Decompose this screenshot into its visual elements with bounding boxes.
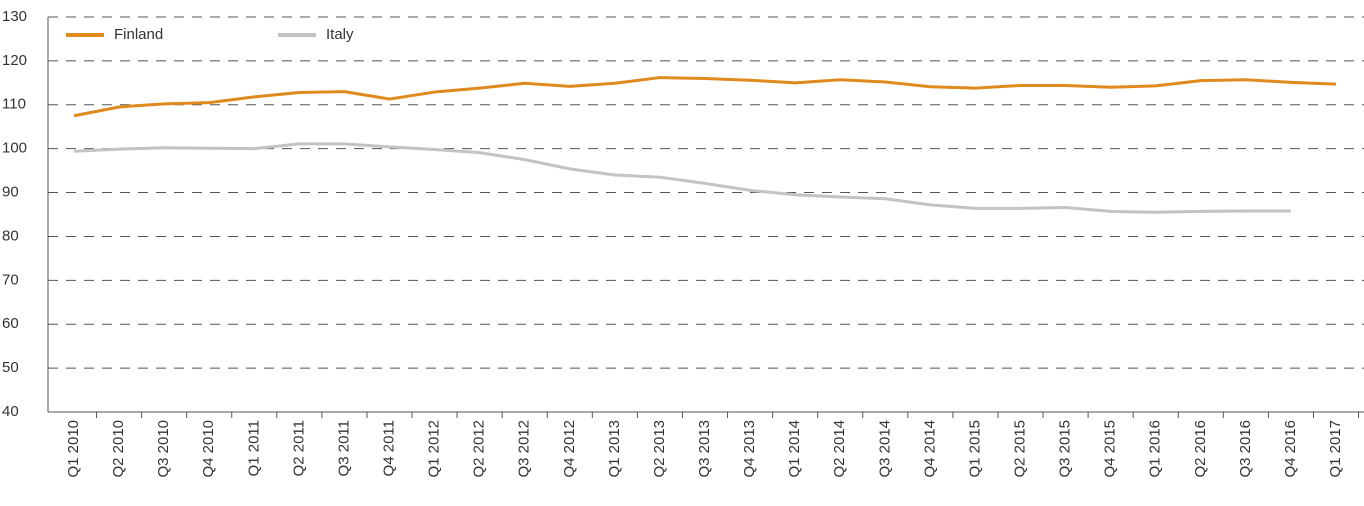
x-tick-label: Q3 2014 — [876, 420, 893, 478]
x-tick-label: Q4 2011 — [380, 420, 397, 476]
x-tick-label: Q1 2011 — [245, 420, 262, 476]
x-tick-label: Q2 2010 — [110, 420, 127, 478]
legend-label: Italy — [326, 26, 354, 43]
x-tick-label: Q2 2014 — [831, 420, 848, 478]
y-tick-label: 70 — [2, 271, 19, 288]
y-tick-label: 100 — [2, 140, 27, 157]
x-tick-label: Q2 2015 — [1011, 420, 1028, 478]
y-tick-label: 120 — [2, 52, 27, 69]
y-tick-label: 40 — [2, 403, 19, 420]
x-tick-label: Q2 2011 — [290, 420, 307, 476]
x-tick-label: Q1 2014 — [786, 420, 803, 478]
x-tick-label: Q3 2010 — [155, 420, 172, 478]
x-tick-label: Q2 2012 — [471, 420, 488, 478]
x-tick-label: Q4 2015 — [1102, 420, 1119, 478]
legend-label: Finland — [114, 26, 163, 43]
x-tick-label: Q1 2016 — [1147, 420, 1164, 478]
x-tick-label: Q3 2013 — [696, 420, 713, 478]
x-tick-label: Q3 2015 — [1057, 420, 1074, 478]
y-tick-label: 60 — [2, 315, 19, 332]
y-tick-label: 90 — [2, 184, 19, 201]
x-tick-label: Q2 2016 — [1192, 420, 1209, 478]
y-tick-label: 50 — [2, 359, 19, 376]
x-tick-label: Q1 2017 — [1327, 420, 1344, 478]
x-tick-label: Q2 2013 — [651, 420, 668, 478]
x-tick-label: Q1 2013 — [606, 420, 623, 478]
y-tick-label: 80 — [2, 227, 19, 244]
x-tick-label: Q4 2010 — [200, 420, 217, 478]
series-line — [73, 142, 1291, 214]
x-tick-label: Q3 2016 — [1237, 420, 1254, 478]
series-line — [73, 76, 1337, 118]
y-tick-label: 110 — [2, 96, 26, 113]
x-tick-label: Q1 2015 — [966, 420, 983, 478]
x-tick-label: Q1 2010 — [65, 420, 82, 478]
y-tick-label: 130 — [2, 8, 27, 25]
x-tick-label: Q3 2012 — [516, 420, 533, 478]
x-tick-label: Q4 2013 — [741, 420, 758, 478]
x-tick-label: Q4 2014 — [921, 420, 938, 478]
x-tick-label: Q3 2011 — [335, 420, 352, 476]
x-tick-label: Q1 2012 — [426, 420, 443, 478]
x-tick-label: Q4 2016 — [1282, 420, 1299, 478]
x-tick-label: Q4 2012 — [561, 420, 578, 478]
